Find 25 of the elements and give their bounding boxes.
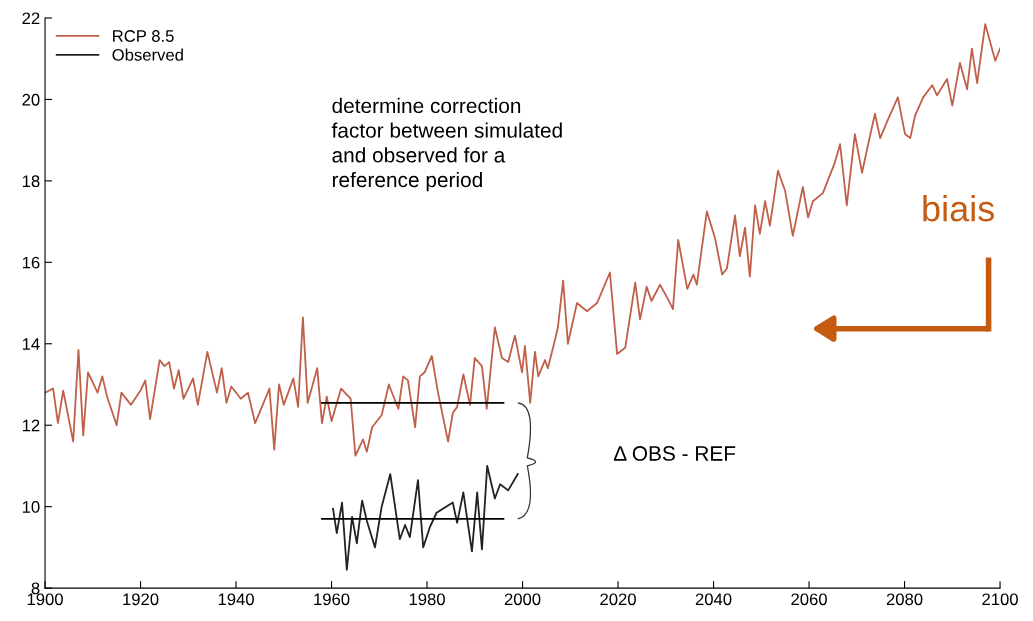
y-tick-label: 8 (31, 582, 40, 595)
x-tick-label: 2020 (600, 593, 636, 606)
line-series (332, 465, 519, 571)
x-tick-label: 1960 (314, 593, 350, 606)
annotation: determine correction factor between simulated and observed for a reference period (331, 97, 562, 192)
y-tick-label: 16 (22, 256, 40, 269)
x-tick-label: 2000 (504, 593, 541, 606)
y-tick-label: 20 (22, 93, 40, 106)
x-tick-label: 1900 (27, 593, 63, 606)
legend-label: Observed (112, 48, 183, 61)
x-tick-label: 1920 (123, 593, 159, 606)
x-tick-label: 1940 (218, 593, 254, 606)
x-tick-label: 2100 (982, 593, 1018, 606)
annotation: Δ OBS - REF (613, 446, 736, 461)
x-tick-label: 2080 (886, 593, 923, 606)
annotation: biais (923, 195, 994, 222)
y-tick-label: 12 (22, 419, 40, 432)
x-tick-label: 1980 (409, 593, 445, 606)
y-tick-label: 22 (22, 12, 40, 25)
y-tick-label: 14 (22, 338, 40, 350)
x-tick-label: 2040 (695, 593, 732, 606)
y-tick-label: 18 (22, 175, 40, 188)
legend-label: RCP 8.5 (113, 30, 174, 42)
y-tick-label: 10 (22, 501, 40, 513)
x-tick-label: 2060 (791, 593, 827, 606)
